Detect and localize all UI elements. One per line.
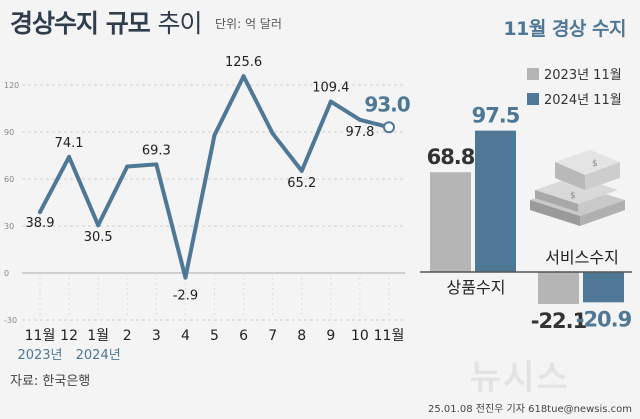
watermark-logo: 뉴시스 (470, 358, 570, 398)
y-tick-label: 30 (4, 222, 14, 231)
legend: 2023년 11월 2024년 11월 (527, 64, 622, 108)
bar (583, 272, 624, 303)
bar-value-label: 97.5 (472, 104, 520, 128)
line-chart: 1209060300-3038.974.130.569.3-2.9125.665… (4, 55, 411, 363)
year-label-2024: 2024년 (76, 348, 121, 363)
data-label: 97.8 (345, 125, 374, 140)
year-label-2023: 2023년 (17, 348, 62, 363)
data-label: 109.4 (312, 81, 349, 96)
category-label: 상품수지 (447, 278, 506, 297)
data-label: -2.9 (173, 289, 198, 304)
data-point (299, 168, 304, 173)
bar (430, 172, 471, 272)
data-point (383, 121, 395, 134)
bar-chart-title: 11월 경상 수지 (503, 18, 626, 40)
bar-value-label: -22.1 (531, 309, 587, 333)
series-line (38, 74, 391, 280)
bar-value-label: -20.9 (576, 307, 632, 331)
y-tick-label: 60 (4, 175, 14, 184)
chart-title-main: 경상수지 규모 (10, 9, 151, 38)
data-label: 74.1 (55, 136, 84, 151)
x-tick-label: 4 (181, 328, 190, 344)
data-point (96, 223, 101, 228)
data-label: 38.9 (26, 216, 55, 231)
bar (475, 130, 516, 272)
legend-label-2023: 2023년 11월 (544, 68, 622, 83)
credit-label: 25.01.08 전진우 기자 618tue@newsis.com (428, 404, 632, 415)
data-label: 93.0 (364, 92, 409, 116)
bar-value-label: 68.8 (427, 145, 475, 169)
data-label: 69.3 (142, 143, 171, 158)
x-tick-label: 5 (210, 328, 219, 344)
data-label: 65.2 (287, 176, 316, 191)
data-point (328, 99, 333, 104)
legend-swatch-2024 (527, 92, 539, 105)
x-tick-label: 10 (351, 328, 369, 344)
x-tick-label: 1월 (87, 328, 109, 344)
bar (538, 272, 579, 305)
x-tick-label: 12 (60, 328, 78, 344)
y-tick-label: 0 (4, 269, 9, 278)
data-point (154, 162, 159, 167)
legend-label-2024: 2024년 11월 (544, 93, 622, 108)
x-tick-label: 9 (326, 328, 335, 344)
x-tick-label: 3 (152, 328, 161, 344)
source-label: 자료: 한국은행 (10, 374, 91, 389)
bar-chart: 68.8 -22.1 97.5 -20.9 상품수지 서비스수지 (420, 104, 633, 333)
data-point (270, 131, 275, 136)
chart-title-sub: 추이 (157, 9, 202, 38)
x-tick-label: 6 (239, 328, 248, 344)
data-point (212, 133, 217, 138)
svg-text:$: $ (592, 159, 598, 169)
data-point (183, 275, 188, 280)
data-point (125, 164, 130, 169)
data-point (38, 210, 42, 215)
legend-item-2024: 2024년 11월 (527, 89, 622, 108)
data-point (357, 117, 362, 122)
category-label: 서비스수지 (545, 248, 619, 267)
data-point (241, 74, 246, 79)
data-label: 30.5 (84, 230, 113, 245)
svg-text:$: $ (570, 191, 576, 201)
x-tick-label: 11월 (25, 328, 56, 344)
data-point (67, 154, 72, 159)
y-tick-label: 90 (4, 128, 14, 137)
data-label: 125.6 (225, 55, 262, 70)
unit-label: 단위: 억 달러 (215, 17, 282, 31)
chart-title: 경상수지 규모 추이 (10, 4, 202, 40)
x-tick-label: 7 (268, 328, 277, 344)
x-tick-label: 2 (123, 328, 132, 344)
money-stack-icon: $ $ (530, 150, 625, 226)
x-tick-label: 8 (297, 328, 306, 344)
y-tick-label: -30 (4, 316, 17, 325)
x-tick-label: 11월 (374, 328, 405, 344)
y-tick-label: 120 (4, 81, 19, 90)
legend-item-2023: 2023년 11월 (527, 64, 622, 83)
legend-swatch-2023 (527, 67, 539, 80)
